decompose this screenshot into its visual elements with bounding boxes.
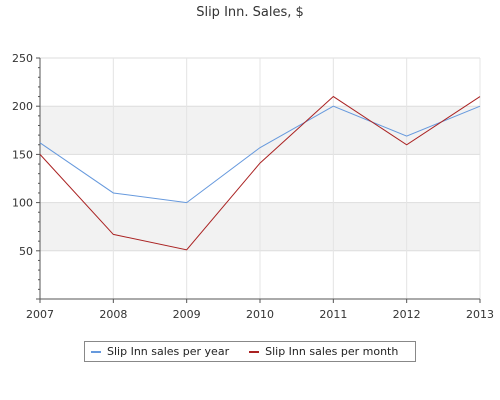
y-tick-label: 50: [19, 245, 33, 258]
tick-labels: 50 100 150 200 250 2007 2008 2009 2010 2011 2012 20…: [12, 52, 494, 321]
legend-label-series-2: Slip Inn sales per month: [265, 345, 399, 358]
y-tick-label: 100: [12, 197, 33, 210]
x-tick-label: 2007: [26, 308, 54, 321]
x-tick-label: 2012: [393, 308, 421, 321]
x-tick-label: 2009: [173, 308, 201, 321]
x-tick-label: 2013: [466, 308, 494, 321]
axes: [36, 57, 481, 303]
legend-item-series-1[interactable]: Slip Inn sales per year: [91, 345, 229, 358]
grid-lines: [40, 57, 481, 299]
legend-swatch-series-2: [249, 350, 260, 353]
legend-item-series-2[interactable]: Slip Inn sales per month: [249, 345, 398, 358]
y-tick-label: 200: [12, 100, 33, 113]
x-tick-label: 2011: [319, 308, 347, 321]
legend: Slip Inn sales per year Slip Inn sales p…: [84, 341, 416, 362]
series-line-1: [39, 105, 481, 204]
legend-label-series-1: Slip Inn sales per year: [107, 345, 230, 358]
x-tick-label: 2010: [246, 308, 274, 321]
x-tick-label: 2008: [99, 308, 127, 321]
series-line-2: [39, 95, 481, 251]
legend-swatch-series-1: [91, 350, 101, 353]
chart-title: Slip Inn. Sales, $: [196, 5, 304, 20]
y-tick-label: 250: [12, 52, 33, 65]
series-lines: [39, 95, 481, 251]
y-tick-label: 150: [12, 148, 33, 161]
